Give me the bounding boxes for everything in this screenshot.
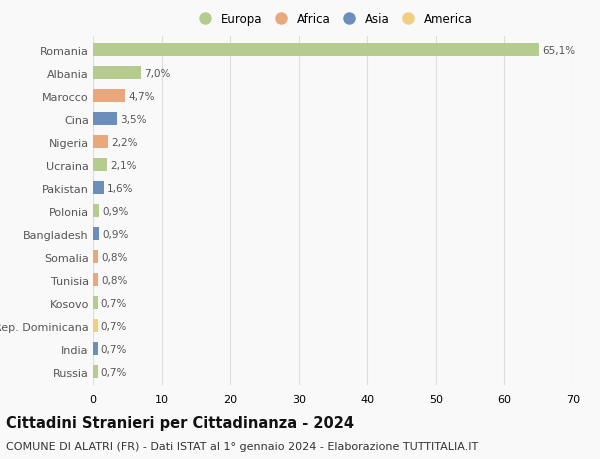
Text: 2,1%: 2,1% xyxy=(110,160,137,170)
Text: 0,9%: 0,9% xyxy=(102,229,128,239)
Bar xyxy=(93,182,104,195)
Bar xyxy=(93,342,98,355)
Bar xyxy=(93,113,117,126)
Bar xyxy=(93,319,98,332)
Text: 0,7%: 0,7% xyxy=(101,298,127,308)
Text: 2,2%: 2,2% xyxy=(111,137,137,147)
Text: 0,9%: 0,9% xyxy=(102,206,128,216)
Text: Cittadini Stranieri per Cittadinanza - 2024: Cittadini Stranieri per Cittadinanza - 2… xyxy=(6,415,354,431)
Legend: Europa, Africa, Asia, America: Europa, Africa, Asia, America xyxy=(194,13,472,26)
Bar xyxy=(93,67,141,80)
Bar xyxy=(93,44,539,57)
Bar xyxy=(93,251,98,263)
Bar xyxy=(93,136,108,149)
Text: 7,0%: 7,0% xyxy=(144,68,170,78)
Bar xyxy=(93,228,99,241)
Bar xyxy=(93,90,125,103)
Text: 0,7%: 0,7% xyxy=(101,321,127,331)
Text: 0,7%: 0,7% xyxy=(101,367,127,377)
Bar xyxy=(93,274,98,286)
Text: 1,6%: 1,6% xyxy=(107,183,133,193)
Text: 3,5%: 3,5% xyxy=(120,114,146,124)
Bar xyxy=(93,365,98,378)
Text: COMUNE DI ALATRI (FR) - Dati ISTAT al 1° gennaio 2024 - Elaborazione TUTTITALIA.: COMUNE DI ALATRI (FR) - Dati ISTAT al 1°… xyxy=(6,441,478,451)
Text: 0,8%: 0,8% xyxy=(101,252,128,262)
Bar xyxy=(93,297,98,309)
Text: 0,8%: 0,8% xyxy=(101,275,128,285)
Text: 0,7%: 0,7% xyxy=(101,344,127,354)
Bar xyxy=(93,205,99,218)
Text: 4,7%: 4,7% xyxy=(128,91,154,101)
Text: 65,1%: 65,1% xyxy=(542,45,575,56)
Bar xyxy=(93,159,107,172)
